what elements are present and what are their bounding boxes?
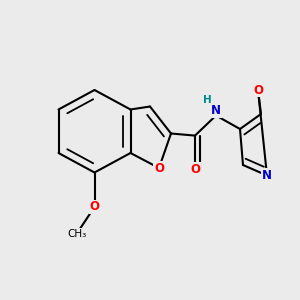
Text: CH₃: CH₃ xyxy=(67,229,86,239)
Text: H: H xyxy=(202,95,211,105)
Text: O: O xyxy=(253,83,263,97)
Text: N: N xyxy=(211,104,221,118)
Text: N: N xyxy=(262,169,272,182)
Text: O: O xyxy=(190,163,200,176)
Text: O: O xyxy=(89,200,100,214)
Text: O: O xyxy=(154,161,164,175)
